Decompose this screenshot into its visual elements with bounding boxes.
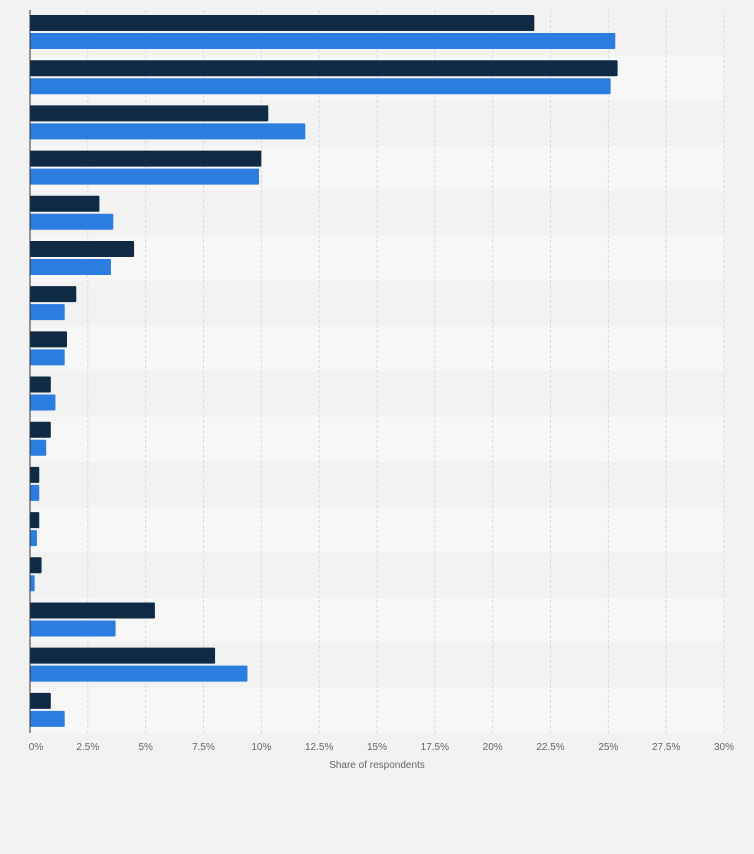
bar-series-2[interactable]: [30, 575, 35, 592]
bar-series-1[interactable]: [30, 240, 135, 257]
bar-series-1[interactable]: [30, 105, 269, 122]
bar-series-2[interactable]: [30, 349, 65, 366]
bar-series-2[interactable]: [30, 665, 248, 682]
x-tick-label: 12.5%: [305, 742, 333, 753]
bar-series-1[interactable]: [30, 331, 68, 348]
x-tick-label: 27.5%: [652, 742, 680, 753]
bar-series-2[interactable]: [30, 213, 114, 230]
bar-series-2[interactable]: [30, 304, 65, 321]
x-tick-label: 15%: [367, 742, 387, 753]
bar-series-1[interactable]: [30, 557, 42, 574]
bar-series-1[interactable]: [30, 512, 40, 529]
row-band: [30, 552, 724, 598]
bars: [30, 15, 618, 727]
bar-series-1[interactable]: [30, 150, 262, 167]
bar-series-1[interactable]: [30, 421, 51, 438]
bar-series-2[interactable]: [30, 710, 65, 727]
row-band: [30, 190, 724, 236]
x-tick-label: 2.5%: [76, 742, 99, 753]
x-tick-label: 7.5%: [192, 742, 215, 753]
x-tick-label: 17.5%: [421, 742, 449, 753]
row-band: [30, 281, 724, 327]
grid-lines: [87, 10, 725, 733]
bar-series-1[interactable]: [30, 376, 51, 393]
x-tick-label: 20%: [483, 742, 503, 753]
row-band: [30, 371, 724, 417]
bar-series-1[interactable]: [30, 15, 535, 31]
bar-series-1[interactable]: [30, 647, 216, 664]
row-band: [30, 326, 724, 372]
x-tick-label: 10%: [251, 742, 271, 753]
bar-series-2[interactable]: [30, 620, 116, 637]
bar-series-1[interactable]: [30, 195, 100, 212]
bar-series-2[interactable]: [30, 258, 111, 275]
bar-series-2[interactable]: [30, 123, 306, 140]
x-tick-label: 5%: [138, 742, 153, 753]
x-tick-label: 0%: [29, 742, 44, 753]
bar-series-2[interactable]: [30, 484, 40, 501]
x-tick-labels: 0% 2.5% 5% 7.5% 10% 12.5% 15% 17.5% 20% 22.5% 25% 2…: [29, 742, 734, 753]
bar-series-2[interactable]: [30, 530, 37, 547]
row-band: [30, 235, 724, 282]
row-band: [30, 416, 724, 462]
bar-series-2[interactable]: [30, 168, 260, 185]
bar-series-1[interactable]: [30, 286, 77, 303]
x-tick-label: 30%: [714, 742, 734, 753]
bar-series-2[interactable]: [30, 78, 611, 95]
row-band: [30, 507, 724, 553]
bar-series-2[interactable]: [30, 439, 47, 456]
x-axis-title: Share of respondents: [329, 760, 425, 771]
x-tick-label: 22.5%: [536, 742, 564, 753]
row-band: [30, 461, 724, 508]
bar-series-1[interactable]: [30, 692, 51, 709]
bar-series-2[interactable]: [30, 394, 56, 411]
bar-series-1[interactable]: [30, 60, 618, 77]
x-tick-label: 25%: [598, 742, 618, 753]
bar-series-1[interactable]: [30, 602, 155, 619]
bar-series-2[interactable]: [30, 33, 616, 49]
bar-series-1[interactable]: [30, 466, 40, 483]
